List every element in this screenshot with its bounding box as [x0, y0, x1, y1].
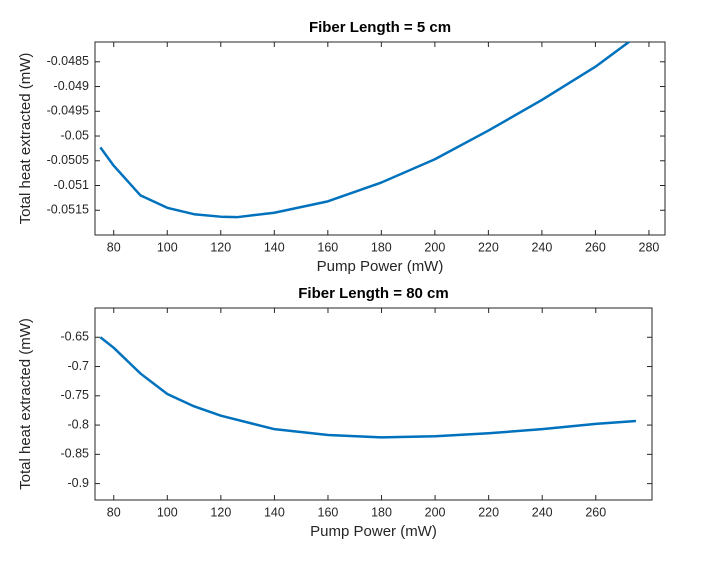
- y-tick-label: -0.0505: [47, 153, 89, 167]
- x-tick-label: 260: [585, 505, 606, 519]
- x-tick-label: 220: [478, 505, 499, 519]
- x-tick-label: 240: [531, 240, 552, 254]
- y-axis-label: Total heat extracted (mW): [17, 53, 34, 225]
- x-tick-label: 200: [424, 240, 445, 254]
- y-tick-label: -0.9: [67, 476, 89, 490]
- x-tick-label: 80: [107, 505, 121, 519]
- x-tick-label: 160: [318, 505, 339, 519]
- axes-box: [94, 307, 653, 501]
- x-tick-label: 180: [371, 240, 392, 254]
- y-tick-label: -0.049: [54, 79, 89, 93]
- x-tick-label: 240: [532, 505, 553, 519]
- data-line: [99, 336, 637, 439]
- x-tick-label: 160: [317, 240, 338, 254]
- axes-box: [94, 41, 666, 236]
- x-tick-label: 140: [264, 505, 285, 519]
- x-tick-label: 120: [210, 240, 231, 254]
- chart-title: Fiber Length = 5 cm: [309, 19, 451, 36]
- chart-title: Fiber Length = 80 cm: [298, 285, 448, 302]
- y-axis-label: Total heat extracted (mW): [17, 318, 34, 490]
- axes-background: [95, 42, 665, 235]
- y-tick-label: -0.75: [61, 388, 90, 402]
- y-tick-label: -0.0485: [47, 54, 89, 68]
- y-tick-label: -0.7: [67, 359, 89, 373]
- y-tick-label: -0.85: [61, 447, 90, 461]
- x-tick-label: 80: [107, 240, 121, 254]
- x-axis-label: Pump Power (mW): [317, 258, 444, 275]
- subplot: 80 100 120 140 160 180 200 220 240 260 -0.9 -0.85 -0…: [17, 285, 653, 540]
- axes-background: [95, 308, 652, 500]
- data-line: [99, 42, 631, 219]
- x-tick-label: 200: [425, 505, 446, 519]
- y-tick-label: -0.65: [61, 330, 90, 344]
- x-tick-label: 140: [264, 240, 285, 254]
- y-tick-label: -0.0495: [47, 104, 89, 118]
- x-tick-label: 180: [371, 505, 392, 519]
- x-tick-label: 220: [478, 240, 499, 254]
- y-tick-label: -0.0515: [47, 203, 89, 217]
- x-tick-label: 280: [639, 240, 660, 254]
- y-tick-label: -0.05: [61, 128, 90, 142]
- x-tick-label: 260: [585, 240, 606, 254]
- x-axis-label: Pump Power (mW): [310, 523, 437, 540]
- subplot: 80 100 120 140 160 180 200 220 240 260 280 -0.0515 -…: [17, 19, 666, 275]
- x-tick-label: 100: [157, 240, 178, 254]
- y-tick-label: -0.8: [67, 417, 89, 431]
- x-tick-label: 120: [210, 505, 231, 519]
- x-tick-label: 100: [157, 505, 178, 519]
- y-tick-label: -0.051: [54, 178, 89, 192]
